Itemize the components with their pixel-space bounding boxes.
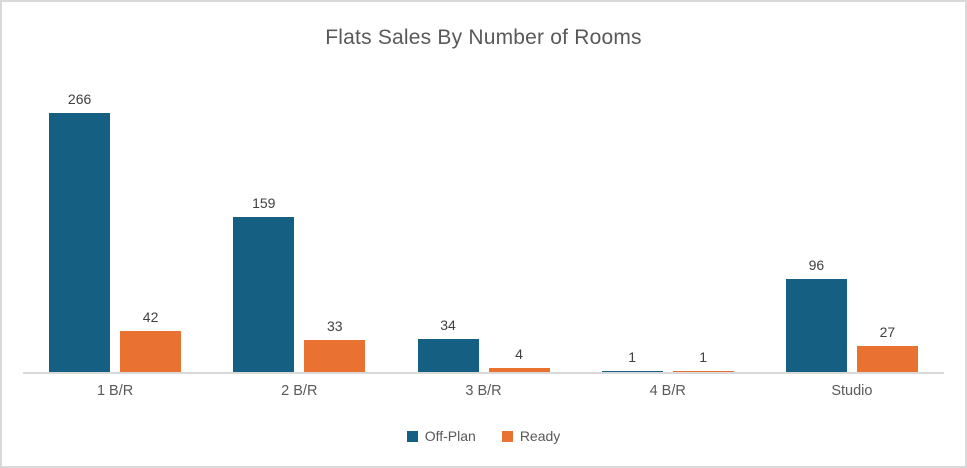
chart-title: Flats Sales By Number of Rooms: [325, 26, 642, 49]
legend-swatch-icon: [501, 430, 513, 442]
category-label: 1 B/R: [96, 383, 134, 399]
bar-rect: [856, 346, 918, 372]
category-axis: 1 B/R 2 B/R 3 B/R 4 B/R Studio: [23, 374, 944, 399]
data-label: 1: [699, 349, 708, 365]
bar-ready: 33: [304, 318, 366, 372]
category-label: 2 B/R: [281, 383, 318, 399]
bar-group-1-b-r: 266 42: [23, 80, 207, 372]
bar-rect: [601, 371, 663, 372]
category-label: 4 B/R: [649, 383, 686, 399]
bar-rect: [488, 368, 550, 372]
legend-label: Off-Plan: [424, 428, 476, 444]
data-label: 27: [879, 324, 896, 340]
data-label: 96: [808, 257, 825, 273]
bar-group-3-b-r: 34 4: [391, 80, 575, 372]
legend-swatch-icon: [406, 430, 418, 442]
data-label: 266: [67, 91, 92, 107]
bar-rect: [672, 371, 734, 372]
data-label: 42: [142, 309, 159, 325]
bar-group-2-b-r: 159 33: [207, 80, 391, 372]
legend-item-off-plan: Off-Plan: [406, 428, 476, 444]
bar-rect: [49, 113, 111, 372]
bar-ready: 1: [672, 349, 734, 372]
bar-off-plan: 96: [785, 257, 847, 372]
bar-rect: [120, 331, 182, 372]
data-label: 4: [515, 346, 523, 362]
category-label: Studio: [831, 383, 873, 399]
bar-ready: 4: [488, 346, 550, 372]
data-label: 34: [440, 317, 456, 333]
bar-off-plan: 1: [601, 349, 663, 372]
bar-ready: 42: [120, 309, 182, 372]
category-label: 3 B/R: [465, 383, 502, 399]
bar-rect: [417, 339, 479, 372]
bar-rect: [785, 279, 847, 372]
bar-rect: [233, 217, 295, 372]
bar-ready: 27: [856, 324, 918, 372]
legend-item-ready: Ready: [501, 428, 561, 444]
plot-area: 266 42 159 33 34 4 1 1 96 27: [23, 80, 944, 374]
bar-rect: [304, 340, 366, 372]
bar-group-studio: 96 27: [760, 80, 944, 372]
data-label: 33: [327, 318, 343, 334]
legend: Off-Plan Ready: [2, 428, 965, 444]
data-label: 1: [628, 349, 637, 365]
bar-off-plan: 159: [233, 195, 295, 372]
legend-label: Ready: [519, 428, 561, 444]
bar-off-plan: 34: [417, 317, 479, 372]
bar-off-plan: 266: [49, 91, 111, 372]
data-label: 159: [252, 195, 276, 211]
